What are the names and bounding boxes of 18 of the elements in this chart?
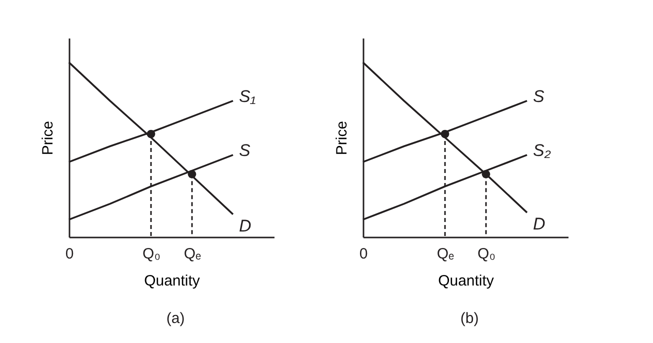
x-axis-title: Quantity bbox=[144, 272, 200, 290]
series-label: S bbox=[533, 86, 545, 106]
series-label: D bbox=[239, 216, 252, 236]
x-axis-title: Quantity bbox=[438, 272, 494, 290]
series-label: S₁ bbox=[239, 86, 256, 106]
y-axis-title: Price bbox=[40, 120, 56, 156]
text: (b) bbox=[460, 310, 479, 327]
series-label: D bbox=[533, 214, 546, 234]
x-tick-label: 0 bbox=[65, 246, 74, 262]
x-tick-label: Q₀ bbox=[142, 246, 160, 262]
x-tick-label: 0 bbox=[359, 246, 368, 262]
y-axis-title: Price bbox=[334, 120, 350, 156]
text: (a) bbox=[166, 310, 185, 327]
series-label: S bbox=[239, 140, 251, 160]
x-tick-label: Q₀ bbox=[478, 246, 496, 262]
x-tick-label: Qₑ bbox=[184, 246, 202, 262]
x-tick-label: Qₑ bbox=[436, 246, 455, 262]
series-label: S₂ bbox=[533, 140, 552, 160]
